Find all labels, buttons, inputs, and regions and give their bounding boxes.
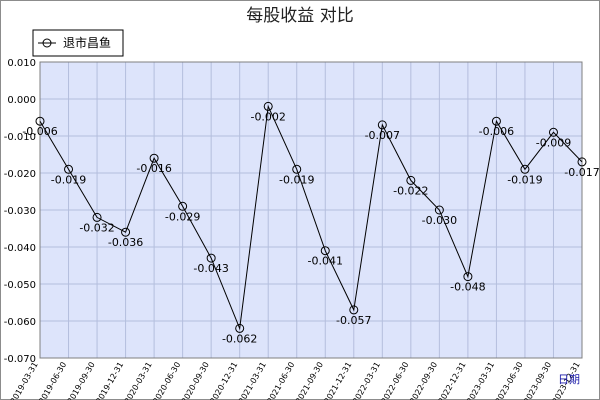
- data-label: -0.048: [450, 281, 485, 294]
- data-point: [235, 323, 245, 333]
- data-point: [434, 205, 444, 215]
- data-point: [406, 175, 416, 185]
- data-point: [377, 120, 387, 130]
- x-tick-label: 2020-06-30: [151, 361, 182, 400]
- x-tick-label: 2022-12-31: [437, 361, 468, 400]
- grid: [39, 61, 583, 359]
- x-tick-label: 2021-06-30: [265, 361, 296, 400]
- data-label: -0.019: [279, 173, 314, 186]
- x-axis: 2019-03-312019-06-302019-09-302019-12-31…: [9, 360, 582, 400]
- data-point: [149, 153, 159, 163]
- data-point: [548, 127, 558, 137]
- data-label: -0.006: [479, 125, 514, 138]
- x-tick-label: 2023-06-30: [494, 361, 525, 400]
- y-tick-label: -0.060: [4, 317, 36, 328]
- data-point: [491, 116, 501, 126]
- y-tick-label: -0.040: [4, 243, 36, 254]
- x-tick-label: 2021-12-31: [322, 361, 353, 400]
- data-label: -0.029: [165, 210, 200, 223]
- data-label: -0.032: [79, 221, 114, 234]
- data-point: [520, 164, 530, 174]
- data-label: -0.062: [222, 332, 257, 345]
- x-tick-label: 2019-12-31: [94, 361, 125, 400]
- plot-border: [39, 61, 583, 359]
- x-tick-label: 2020-09-30: [180, 361, 211, 400]
- data-label: -0.017: [564, 166, 599, 179]
- series-line: [39, 104, 583, 331]
- data-point: [35, 116, 45, 126]
- x-tick-label: 2021-03-31: [237, 361, 268, 400]
- data-point: [463, 272, 473, 282]
- x-tick-label: 2022-06-30: [380, 361, 411, 400]
- x-tick-label: 2022-03-31: [351, 361, 382, 400]
- x-tick-label: 2019-03-31: [9, 361, 40, 400]
- data-point: [292, 164, 302, 174]
- y-tick-label: 0.010: [7, 58, 36, 69]
- x-tick-label: 2019-09-30: [66, 361, 97, 400]
- y-tick-label: -0.010: [4, 132, 36, 143]
- y-tick-label: -0.030: [4, 206, 36, 217]
- legend: 退市昌鱼: [32, 29, 124, 57]
- y-tick-label: -0.020: [4, 169, 36, 180]
- data-label: -0.043: [193, 262, 228, 275]
- data-label: -0.006: [22, 125, 57, 138]
- data-label: -0.030: [422, 214, 457, 227]
- x-tick-label: 2020-12-31: [208, 361, 239, 400]
- data-point: [206, 253, 216, 263]
- data-label: -0.002: [250, 110, 285, 123]
- y-tick-label: -0.050: [4, 280, 36, 291]
- x-axis-label: 日期: [558, 373, 580, 386]
- data-point: [121, 227, 131, 237]
- x-tick-label: 2023-03-31: [465, 360, 496, 400]
- legend-marker: [42, 38, 52, 48]
- x-tick-label: 2020-03-31: [123, 361, 154, 400]
- data-point: [320, 246, 330, 256]
- data-label: -0.007: [365, 129, 400, 142]
- data-label: -0.041: [308, 255, 343, 268]
- data-label: -0.019: [507, 173, 542, 186]
- x-tick-label: 2019-06-30: [37, 361, 68, 400]
- y-tick-label: -0.070: [4, 354, 36, 365]
- data-label: -0.036: [108, 236, 143, 249]
- data-point: [349, 305, 359, 315]
- y-axis: 0.010 0.000 -0.010 -0.020 -0.030 -0.040 -0.050…: [4, 58, 36, 365]
- x-tick-label: 2021-09-30: [294, 361, 325, 400]
- data-point: [178, 201, 188, 211]
- chart-title: 每股收益 对比: [246, 6, 353, 26]
- data-label: -0.019: [51, 173, 86, 186]
- data-point: [64, 164, 74, 174]
- x-tick-label: 2023-09-30: [522, 361, 553, 400]
- data-point: [92, 212, 102, 222]
- data-point: [263, 101, 273, 111]
- data-point: [577, 157, 587, 167]
- series-layer: -0.006 -0.019 -0.032 -0.036 -0.016 -0.029 -0.0…: [22, 61, 600, 359]
- data-label: -0.009: [536, 136, 571, 149]
- data-label: -0.057: [336, 314, 371, 327]
- data-label: -0.022: [393, 184, 428, 197]
- x-tick-label: 2022-09-30: [408, 361, 439, 400]
- y-tick-label: 0.000: [7, 95, 36, 106]
- data-label: -0.016: [136, 162, 171, 175]
- legend-label: 退市昌鱼: [63, 35, 111, 50]
